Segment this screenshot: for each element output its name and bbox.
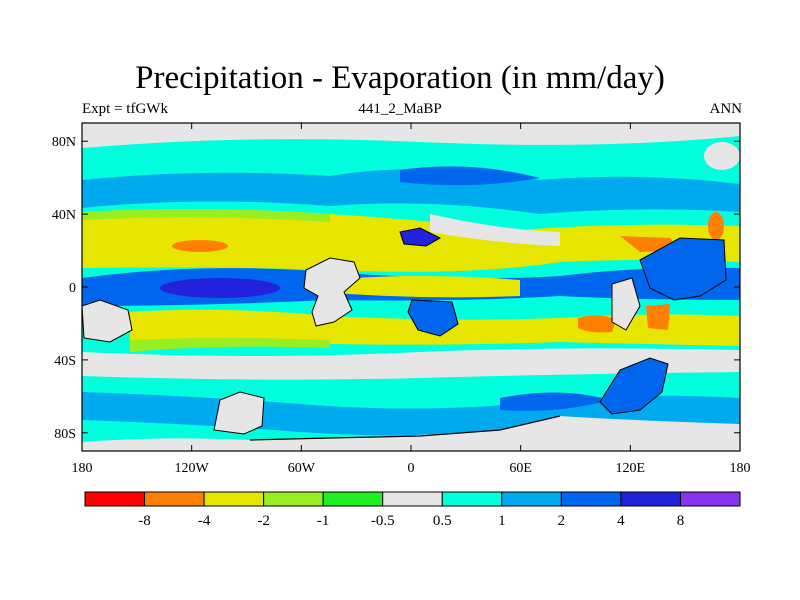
australia-dry-core (646, 304, 670, 330)
colorbar-swatch (203, 491, 265, 507)
colorbar-label: 4 (617, 513, 625, 529)
north-pacific-dry-core (172, 240, 228, 252)
colorbar-swatch (263, 491, 324, 507)
colorbar: -8 -4 -2 -1 -0.5 0.5 1 2 4 8 (84, 491, 741, 529)
x-tick-label: 60E (509, 461, 532, 476)
colorbar-swatch (501, 491, 562, 507)
x-tick-label: 120E (616, 461, 646, 476)
x-tick-label: 0 (408, 461, 415, 476)
continent-africa (407, 299, 459, 337)
y-tick-label: 0 (69, 281, 76, 296)
colorbar-label: -8 (138, 513, 151, 529)
south-ocean-max (500, 392, 610, 411)
x-tick-label: 60W (288, 461, 316, 476)
x-tick-label: 180 (72, 461, 93, 476)
y-tick-label: 40N (52, 208, 76, 223)
case-label: 441_2_MaBP (358, 101, 442, 117)
contour-field (82, 123, 740, 451)
south-dry-edge (130, 338, 330, 352)
experiment-label: Expt = tfGWk (82, 101, 168, 117)
y-tick-label: 80N (52, 135, 76, 150)
season-label: ANN (709, 101, 743, 117)
continent-pacific-west (82, 299, 133, 343)
continent-south-america (303, 257, 361, 327)
north-storm-track (82, 168, 740, 214)
colorbar-swatch (679, 491, 741, 507)
arctic-patch (704, 142, 740, 170)
continent-australia-south (599, 357, 669, 415)
colorbar-swatch (382, 491, 443, 507)
x-tick-label: 180 (730, 461, 751, 476)
antarctic-coastline (249, 415, 561, 441)
colorbar-label: 1 (498, 513, 506, 529)
continent-asia-east (639, 237, 727, 301)
colorbar-swatch (560, 491, 622, 507)
north-atlantic-max (400, 166, 540, 186)
y-axis: 80N 40N 0 40S 80S (52, 135, 740, 442)
colorbar-label: 2 (558, 513, 566, 529)
colorbar-label: -4 (198, 513, 211, 529)
colorbar-swatch (144, 491, 205, 507)
south-near-zero-band (82, 348, 740, 380)
colorbar-label: 0.5 (433, 513, 452, 529)
equatorial-wet-core (160, 278, 280, 298)
x-tick-label: 120W (175, 461, 210, 476)
colorbar-label: -2 (257, 513, 270, 529)
arctic-low-band (82, 123, 740, 148)
north-africa-low (430, 214, 560, 246)
chart-title: Precipitation - Evaporation (in mm/day) (135, 60, 665, 96)
colorbar-swatch (620, 491, 681, 507)
colorbar-label: -0.5 (371, 513, 395, 529)
colorbar-swatch (322, 491, 384, 507)
y-tick-label: 80S (54, 427, 76, 442)
continent-southern-land (213, 391, 265, 435)
equatorial-dry-strip (320, 276, 520, 298)
continent-india (611, 277, 641, 331)
colorbar-label: 8 (677, 513, 685, 529)
antarctic-low (82, 416, 740, 451)
map-plot-area: 180 120W 60W 0 60E 120E 180 80N 40N 0 40S 80S (52, 122, 751, 476)
continent-europe (399, 227, 442, 247)
north-dry-edge (82, 208, 330, 222)
x-axis: 180 120W 60W 0 60E 120E 180 (72, 123, 751, 476)
colorbar-swatch (441, 491, 503, 507)
colorbar-label: -1 (317, 513, 330, 529)
south-indian-dry-core (578, 315, 616, 333)
y-tick-label: 40S (54, 354, 76, 369)
colorbar-swatch (84, 491, 146, 507)
northeast-dry-core (708, 212, 724, 240)
